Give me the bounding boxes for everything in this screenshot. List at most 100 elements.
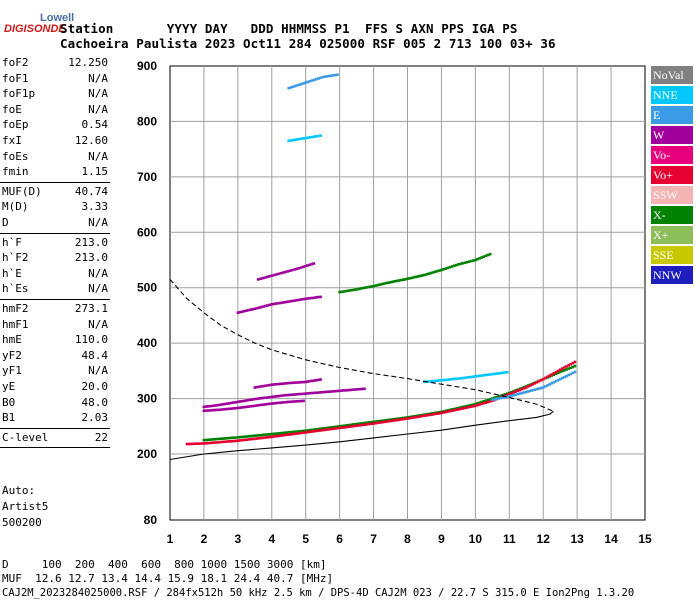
- legend-item-noval: NoVal: [651, 66, 693, 84]
- echo-point: [391, 280, 394, 284]
- echo-point: [392, 419, 396, 422]
- echo-point: [435, 269, 439, 273]
- echo-point: [279, 431, 283, 435]
- param-key: foF1: [2, 71, 29, 85]
- echo-point: [465, 260, 469, 264]
- echo-point: [372, 284, 375, 288]
- echo-point: [351, 424, 355, 428]
- echo-point: [310, 262, 313, 266]
- echo-point: [469, 259, 473, 263]
- echo-point: [520, 391, 524, 395]
- echo-point: [561, 367, 564, 370]
- echo-point: [270, 432, 274, 436]
- echo-point: [474, 258, 477, 262]
- echo-point: [471, 375, 475, 378]
- echo-point: [293, 430, 296, 434]
- param-value: 213.0: [74, 235, 108, 249]
- echo-point: [368, 285, 371, 289]
- echo-point: [252, 398, 255, 401]
- echo-point: [272, 273, 276, 277]
- echo-point: [230, 407, 233, 410]
- echo-point: [433, 412, 436, 416]
- echo-point: [413, 416, 416, 419]
- echo-point: [565, 374, 568, 378]
- echo-point: [554, 379, 558, 383]
- echo-point: [433, 379, 437, 383]
- echo-point: [471, 405, 475, 408]
- echo-point: [308, 379, 312, 383]
- echo-point: [229, 436, 233, 440]
- echo-point: [450, 377, 454, 381]
- y-tick-label: 900: [137, 59, 157, 73]
- echo-point: [512, 391, 515, 394]
- echo-point: [236, 436, 240, 439]
- echo-point: [397, 418, 400, 422]
- param-value: 1.15: [81, 165, 109, 179]
- echo-point: [279, 301, 282, 305]
- echo-point: [295, 432, 298, 435]
- echo-point: [495, 372, 498, 375]
- echo-point: [289, 400, 293, 404]
- echo-point: [358, 387, 362, 391]
- echo-point: [340, 290, 344, 294]
- echo-point: [324, 390, 328, 394]
- echo-point: [527, 385, 530, 388]
- auto-artist-version: Artist5: [2, 500, 49, 513]
- echo-point: [399, 418, 402, 421]
- echo-point: [238, 439, 242, 442]
- echo-point: [457, 377, 460, 380]
- echo-point: [331, 425, 335, 429]
- echo-point: [561, 369, 564, 373]
- echo-point: [349, 425, 353, 428]
- echo-point: [240, 310, 244, 313]
- echo-point: [299, 429, 303, 433]
- chart-grid: [169, 65, 646, 521]
- echo-point: [306, 429, 310, 432]
- echo-point: [503, 394, 507, 398]
- echo-point: [263, 436, 267, 439]
- echo-point: [275, 273, 278, 276]
- echo-point: [522, 387, 526, 390]
- echo-point: [484, 401, 488, 404]
- echo-point: [395, 279, 399, 283]
- echo-point: [304, 81, 307, 84]
- echo-point: [215, 408, 218, 412]
- echo-point: [320, 391, 323, 394]
- echo-point: [281, 434, 285, 437]
- param-value: N/A: [88, 282, 108, 296]
- param-separator: [0, 427, 110, 429]
- echo-point: [302, 82, 305, 85]
- echo-point: [544, 376, 547, 380]
- echo-point: [410, 276, 413, 280]
- echo-point: [243, 438, 246, 442]
- echo-point: [293, 381, 297, 384]
- param-foes: foEs N/A: [2, 150, 108, 166]
- echo-point: [306, 430, 310, 434]
- echo-point: [554, 372, 558, 376]
- echo-point: [372, 422, 375, 425]
- echo-point: [390, 419, 393, 423]
- echo-point: [389, 280, 392, 284]
- echo-point: [223, 440, 226, 444]
- echo-point: [497, 372, 500, 375]
- echo-point: [462, 405, 466, 408]
- echo-point: [310, 296, 314, 300]
- param-hf2: h`F2 213.0: [2, 251, 108, 267]
- echo-point: [283, 382, 286, 385]
- echo-point: [340, 424, 344, 428]
- echo-point: [486, 400, 490, 404]
- echo-point: [245, 435, 249, 438]
- echo-point: [245, 405, 248, 409]
- echo-point: [357, 287, 360, 291]
- param-ye: yE 20.0: [2, 380, 108, 396]
- echo-point: [315, 427, 319, 431]
- echo-point: [250, 437, 253, 441]
- echo-point: [243, 399, 246, 403]
- echo-point: [225, 402, 228, 405]
- echo-point: [353, 288, 356, 291]
- echo-point: [556, 371, 560, 375]
- echo-point: [266, 436, 269, 439]
- echo-point: [558, 368, 562, 371]
- echo-point: [308, 428, 312, 432]
- echo-point: [336, 73, 339, 76]
